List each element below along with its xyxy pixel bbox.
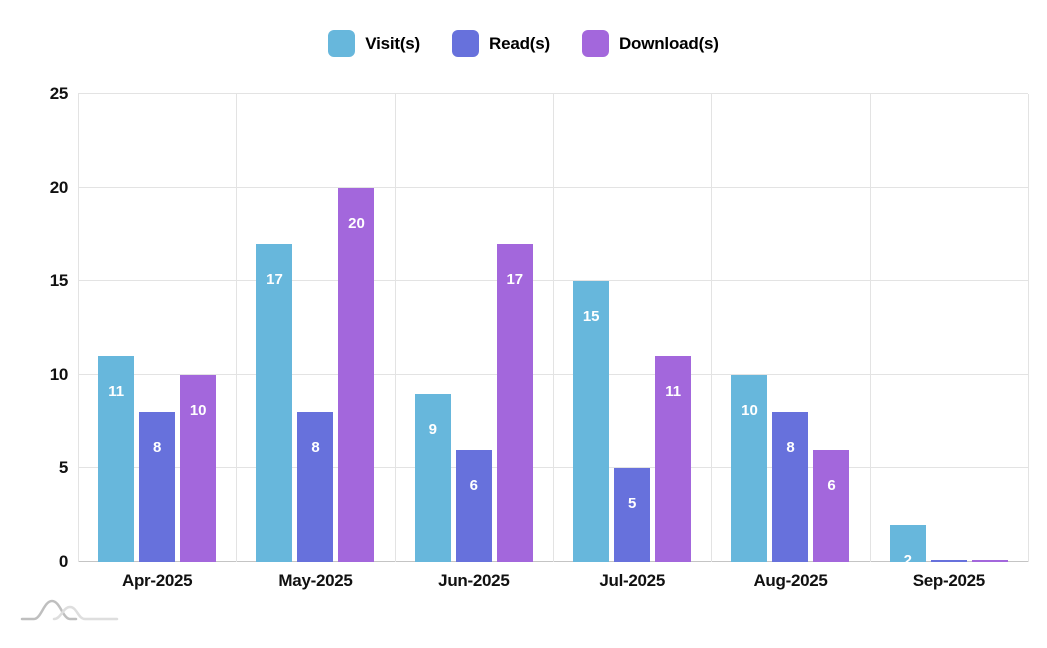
legend-swatch-visit-s <box>328 30 356 57</box>
bar-read-s-aug-2025[interactable]: 8 <box>772 412 809 562</box>
x-axis-label-jun-2025: Jun-2025 <box>438 571 510 590</box>
x-axis-label-jul-2025: Jul-2025 <box>599 571 665 590</box>
legend-item-visit-s[interactable]: Visit(s) <box>328 30 420 57</box>
bar-value-label-read-s-jun-2025: 6 <box>469 476 478 494</box>
y-tick-label-20: 20 <box>49 177 69 197</box>
bar-value-label-read-s-may-2025: 8 <box>311 439 320 457</box>
legend-item-download-s[interactable]: Download(s) <box>581 30 719 57</box>
x-axis-label-may-2025: May-2025 <box>278 571 353 590</box>
bar-group-may-2025: 17 8 20 <box>236 94 394 562</box>
y-tick-label-5: 5 <box>58 458 68 478</box>
bar-read-s-jun-2025[interactable]: 6 <box>455 449 492 562</box>
plot-area: 11 8 10 17 8 20 9 6 17 15 5 11 10 8 6 2 <box>78 93 1029 562</box>
bar-value-label-download-s-jun-2025: 17 <box>506 270 524 288</box>
bar-value-label-read-s-aug-2025: 8 <box>786 439 795 457</box>
bar-visit-s-apr-2025[interactable]: 11 <box>98 356 135 562</box>
bar-value-label-download-s-jul-2025: 11 <box>665 383 682 401</box>
y-tick-label-10: 10 <box>49 364 69 384</box>
bar-value-label-download-s-apr-2025: 10 <box>189 401 207 419</box>
bar-download-s-aug-2025[interactable]: 6 <box>813 449 850 562</box>
bar-value-label-visit-s-jul-2025: 15 <box>582 308 600 326</box>
bar-read-s-may-2025[interactable]: 8 <box>297 412 334 562</box>
bar-visit-s-aug-2025[interactable]: 10 <box>731 374 768 562</box>
legend-label-read-s: Read(s) <box>489 33 550 53</box>
bar-value-label-visit-s-aug-2025: 10 <box>741 401 758 419</box>
bar-group-aug-2025: 10 8 6 <box>711 94 869 562</box>
x-axis: Apr-2025 May-2025 Jun-2025 Jul-2025 Aug-2025… <box>78 571 1028 595</box>
bar-download-s-sep-2025[interactable] <box>971 560 1008 562</box>
bar-group-jul-2025: 15 5 11 <box>553 94 711 562</box>
legend-label-download-s: Download(s) <box>618 33 719 53</box>
bar-group-sep-2025: 2 <box>870 94 1028 562</box>
bar-read-s-sep-2025[interactable] <box>930 560 967 562</box>
gridline-y-25 <box>78 93 1028 94</box>
y-tick-label-15: 15 <box>49 271 69 291</box>
y-axis: 0 5 10 15 20 25 <box>0 84 69 571</box>
bar-value-label-visit-s-may-2025: 17 <box>266 270 283 288</box>
y-tick-label-0: 0 <box>58 552 68 571</box>
legend: Visit(s) Read(s) Download(s) <box>0 30 1047 57</box>
gridline-x-1 <box>236 94 238 562</box>
gridline-x-2 <box>394 94 396 562</box>
bar-value-label-visit-s-sep-2025: 2 <box>903 551 912 562</box>
gridline-x-3 <box>553 94 554 562</box>
bar-visit-s-jun-2025[interactable]: 9 <box>414 393 451 562</box>
bar-value-label-visit-s-apr-2025: 11 <box>108 383 125 401</box>
bar-value-label-read-s-apr-2025: 8 <box>152 439 162 457</box>
x-axis-label-apr-2025: Apr-2025 <box>121 571 193 590</box>
bar-value-label-download-s-may-2025: 20 <box>348 214 365 232</box>
x-axis-label-sep-2025: Sep-2025 <box>912 571 986 590</box>
bar-read-s-apr-2025[interactable]: 8 <box>139 412 176 562</box>
bar-visit-s-may-2025[interactable]: 17 <box>256 243 293 562</box>
legend-swatch-read-s <box>452 30 480 57</box>
amcharts-logo[interactable] <box>20 597 120 625</box>
bar-group-apr-2025: 11 8 10 <box>78 94 236 562</box>
bar-download-s-jun-2025[interactable]: 17 <box>496 243 533 562</box>
bar-download-s-apr-2025[interactable]: 10 <box>180 374 217 562</box>
bar-download-s-may-2025[interactable]: 20 <box>338 187 375 562</box>
bar-read-s-jul-2025[interactable]: 5 <box>614 468 651 562</box>
bar-visit-s-sep-2025[interactable]: 2 <box>889 524 926 562</box>
gridline-x-0 <box>78 94 79 562</box>
bar-visit-s-jul-2025[interactable]: 15 <box>573 281 610 562</box>
bar-value-label-read-s-jul-2025: 5 <box>627 495 637 513</box>
bar-group-jun-2025: 9 6 17 <box>395 94 553 562</box>
bar-download-s-jul-2025[interactable]: 11 <box>655 356 692 562</box>
amcharts-logo-curve-light <box>52 605 119 621</box>
legend-label-visit-s: Visit(s) <box>365 33 421 53</box>
gridline-x-4 <box>711 94 713 562</box>
legend-swatch-download-s <box>581 30 609 57</box>
x-axis-label-aug-2025: Aug-2025 <box>753 571 828 590</box>
legend-item-read-s[interactable]: Read(s) <box>452 30 550 57</box>
bar-value-label-visit-s-jun-2025: 9 <box>428 420 437 438</box>
y-tick-label-25: 25 <box>49 84 69 103</box>
gridline-x-6 <box>1028 94 1029 562</box>
bar-value-label-download-s-aug-2025: 6 <box>827 476 836 494</box>
amcharts-logo-curve-dark <box>20 599 78 621</box>
gridline-x-5 <box>869 94 871 562</box>
